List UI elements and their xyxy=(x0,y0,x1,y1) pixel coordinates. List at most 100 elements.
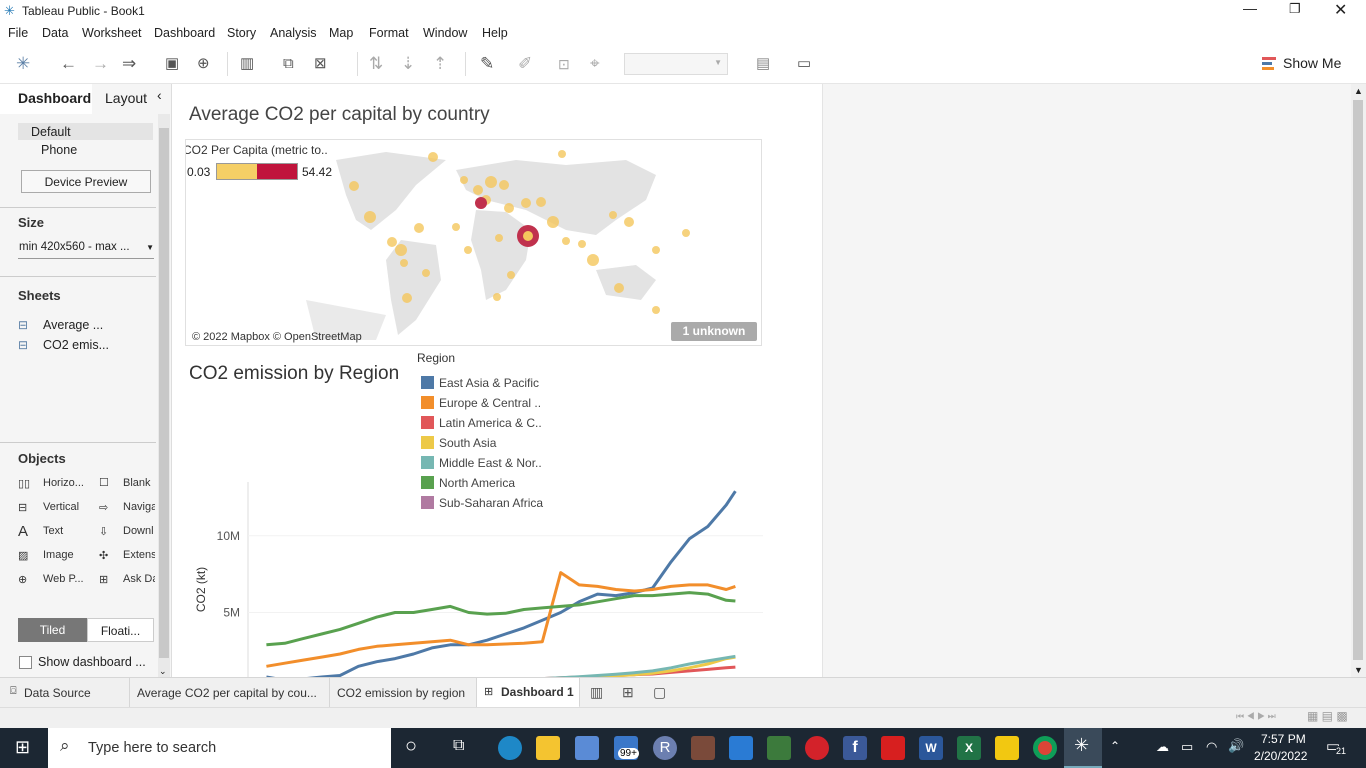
device-preview-button[interactable]: Device Preview xyxy=(21,170,151,193)
object-horizontal[interactable]: Horizo... xyxy=(43,477,84,489)
tab-data-source[interactable]: ⌼ Data Source xyxy=(0,678,130,708)
vscode-icon[interactable] xyxy=(729,736,753,760)
object-image[interactable]: Image xyxy=(43,549,74,561)
unknown-badge[interactable]: 1 unknown xyxy=(671,322,757,341)
legend-swatch[interactable] xyxy=(421,456,434,469)
acrobat-icon[interactable] xyxy=(881,736,905,760)
opera-icon[interactable] xyxy=(805,736,829,760)
sort-desc-icon[interactable]: ⇡ xyxy=(433,54,448,73)
object-navigation[interactable]: Naviga xyxy=(123,501,155,513)
menu-window[interactable]: Window xyxy=(423,26,468,40)
close-button[interactable]: ✕ xyxy=(1334,2,1348,19)
size-dropdown[interactable]: min 420x560 - max ... ▼ xyxy=(18,239,154,259)
menu-file[interactable]: File xyxy=(8,26,29,40)
clear-sheet-icon[interactable]: ⊠ xyxy=(314,55,327,72)
legend-swatch[interactable] xyxy=(421,416,434,429)
tray-chevron-icon[interactable]: ⌃ xyxy=(1110,739,1121,753)
new-story-tab-icon[interactable]: ▢ xyxy=(653,684,667,700)
menu-story[interactable]: Story xyxy=(227,26,257,40)
fit-dropdown[interactable]: ▼ xyxy=(624,53,728,75)
pin-icon[interactable]: ⌖ xyxy=(590,54,600,73)
mail-icon[interactable]: 99+ xyxy=(614,736,639,760)
menu-dashboard[interactable]: Dashboard xyxy=(154,26,216,40)
minimize-button[interactable]: — xyxy=(1243,0,1257,16)
menu-data[interactable]: Data xyxy=(42,26,69,40)
wifi-icon[interactable]: ◠ xyxy=(1206,739,1218,754)
collapse-pane-icon[interactable]: ‹ xyxy=(157,87,162,103)
series-line[interactable] xyxy=(266,490,737,677)
legend-item[interactable]: South Asia xyxy=(439,436,497,450)
object-text[interactable]: Text xyxy=(43,525,64,537)
project-icon[interactable] xyxy=(767,736,791,760)
undo-icon[interactable]: ← xyxy=(60,54,77,73)
legend-swatch[interactable] xyxy=(421,396,434,409)
powerbi-icon[interactable] xyxy=(995,736,1019,760)
onedrive-icon[interactable]: ☁ xyxy=(1156,739,1169,754)
show-title-checkbox[interactable] xyxy=(19,656,32,669)
device-phone[interactable]: Phone xyxy=(41,143,78,157)
save-icon[interactable]: ▣ xyxy=(165,55,180,72)
legend-item[interactable]: Latin America & C.. xyxy=(439,416,542,430)
redo-icon[interactable]: → xyxy=(92,54,109,73)
legend-item[interactable]: Middle East & Nor.. xyxy=(439,456,542,470)
clock-time[interactable]: 7:57 PM xyxy=(1261,732,1306,746)
battery-icon[interactable]: ▭ xyxy=(1181,739,1194,754)
menu-map[interactable]: Map xyxy=(329,26,354,40)
legend-item[interactable]: Sub-Saharan Africa xyxy=(439,496,543,510)
series-line[interactable] xyxy=(266,655,736,677)
series-line[interactable] xyxy=(266,654,736,677)
tab-layout[interactable]: Layout xyxy=(105,90,148,106)
series-line[interactable] xyxy=(266,571,736,668)
new-worksheet-icon[interactable]: ▥ xyxy=(240,55,255,72)
sheet-item-co2[interactable]: CO2 emis... xyxy=(43,338,109,352)
restore-button[interactable]: ❐ xyxy=(1289,1,1301,16)
grid-view-icon[interactable]: ▦ ▤ ▩ xyxy=(1307,709,1348,723)
tableau-start-icon[interactable]: ✳ xyxy=(16,54,31,73)
excel-icon[interactable]: X xyxy=(957,736,981,760)
map-view[interactable]: CO2 Per Capita (metric to.. 0.03 54.42 ©… xyxy=(185,139,762,346)
new-worksheet-tab-icon[interactable]: ▥ xyxy=(590,684,604,700)
tab-sheet-co2[interactable]: CO2 emission by region xyxy=(330,678,477,708)
tab-dashboard[interactable]: Dashboard xyxy=(0,84,92,114)
chrome-icon[interactable] xyxy=(1033,736,1057,760)
tableau-taskbar-icon[interactable]: ✳ xyxy=(1064,728,1102,768)
legend-item[interactable]: Europe & Central .. xyxy=(439,396,541,410)
tiled-button[interactable]: Tiled xyxy=(18,618,87,642)
object-ask-data[interactable]: Ask Da xyxy=(123,573,155,585)
object-extension[interactable]: Extens xyxy=(123,549,155,561)
nav-arrows-icon[interactable]: ⏮ ◀ ▶ ⏭ xyxy=(1236,711,1276,721)
menu-worksheet[interactable]: Worksheet xyxy=(82,26,142,40)
line-chart[interactable]: 0M5M10M196019651970197519801985199019952… xyxy=(173,344,823,677)
replay-icon[interactable]: ⇒ xyxy=(122,54,137,73)
label-icon[interactable]: ⊡ xyxy=(558,56,570,72)
windows-start-icon[interactable]: ⊞ xyxy=(15,737,31,757)
edge-icon[interactable] xyxy=(498,736,522,760)
task-view-icon[interactable]: ⧉ xyxy=(453,737,465,754)
map-mark[interactable] xyxy=(475,197,487,209)
legend-swatch[interactable] xyxy=(421,436,434,449)
object-download[interactable]: Downl xyxy=(123,525,154,537)
new-datasource-icon[interactable]: ⊕ xyxy=(197,55,210,72)
cortana-icon[interactable]: ○ xyxy=(405,735,418,757)
object-web-page[interactable]: Web P... xyxy=(43,573,84,585)
floating-button[interactable]: Floati... xyxy=(87,618,154,642)
legend-swatch[interactable] xyxy=(421,476,434,489)
new-dashboard-tab-icon[interactable]: ⊞ xyxy=(622,684,634,700)
legend-swatch[interactable] xyxy=(421,496,434,509)
legend-swatch[interactable] xyxy=(421,376,434,389)
sort-asc-icon[interactable]: ⇣ xyxy=(401,54,416,73)
presentation-icon[interactable]: ▭ xyxy=(797,55,812,72)
highlight-icon[interactable]: ✎ xyxy=(480,54,495,73)
series-line[interactable] xyxy=(266,591,736,647)
object-vertical[interactable]: Vertical xyxy=(43,501,80,513)
r-icon[interactable]: R xyxy=(653,736,677,760)
vertical-scrollbar[interactable]: ▲ ▼ xyxy=(1351,84,1366,677)
menu-help[interactable]: Help xyxy=(482,26,508,40)
clock-date[interactable]: 2/20/2022 xyxy=(1254,749,1308,763)
menu-format[interactable]: Format xyxy=(369,26,409,40)
taskbar-search[interactable]: ⌕ Type here to search xyxy=(48,728,391,768)
device-default[interactable]: Default xyxy=(18,123,153,140)
left-scrollbar[interactable]: ⌄ xyxy=(158,114,170,677)
show-cards-icon[interactable]: ▤ xyxy=(756,55,771,72)
app-icon[interactable] xyxy=(691,736,715,760)
